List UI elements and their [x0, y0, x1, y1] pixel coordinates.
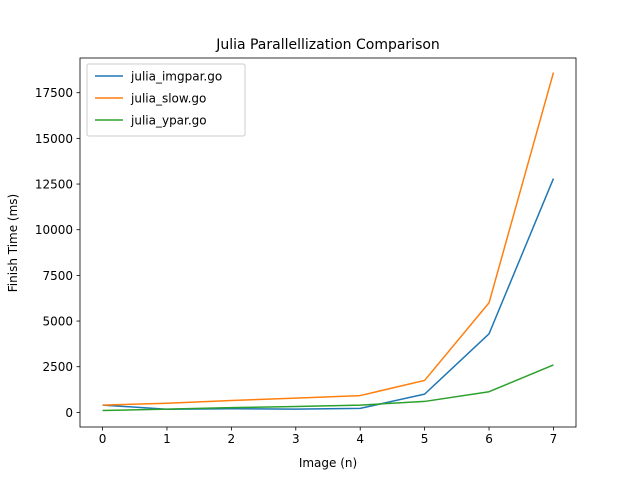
x-tick-label: 4 [356, 432, 364, 446]
series-line-2 [102, 364, 554, 412]
legend-box [86, 63, 246, 137]
legend-label-2: julia_ypar.go [130, 114, 207, 128]
y-tick-label: 2500 [42, 360, 73, 374]
y-axis-label: Finish Time (ms) [6, 194, 20, 292]
legend-label-1: julia_slow.go [130, 92, 206, 106]
chart-title: Julia Parallellization Comparison [215, 37, 440, 53]
x-tick-label: 2 [228, 432, 236, 446]
x-axis-label: Image (n) [299, 456, 357, 470]
x-tick-label: 3 [292, 432, 300, 446]
y-tick-label: 17500 [35, 86, 73, 100]
series-line-1 [102, 72, 555, 406]
x-tick-label: 6 [485, 432, 493, 446]
y-tick-label: 12500 [35, 178, 73, 192]
x-tick-label: 5 [421, 432, 429, 446]
y-tick-label: 7500 [42, 269, 73, 283]
axes-frame [79, 57, 577, 428]
plot-area: 0 1 2 3 4 5 6 7 0 2500 5000 7500 10000 12500 15000 1750… [35, 57, 577, 446]
x-tick-label: 0 [99, 432, 107, 446]
y-tick-label: 10000 [35, 223, 73, 237]
x-tick-label: 7 [550, 432, 558, 446]
y-tick-label: 0 [65, 406, 73, 420]
x-tick-label: 1 [163, 432, 171, 446]
legend-label-0: julia_imgpar.go [130, 70, 222, 84]
y-tick-label: 5000 [42, 315, 73, 329]
y-tick-label: 15000 [35, 132, 73, 146]
